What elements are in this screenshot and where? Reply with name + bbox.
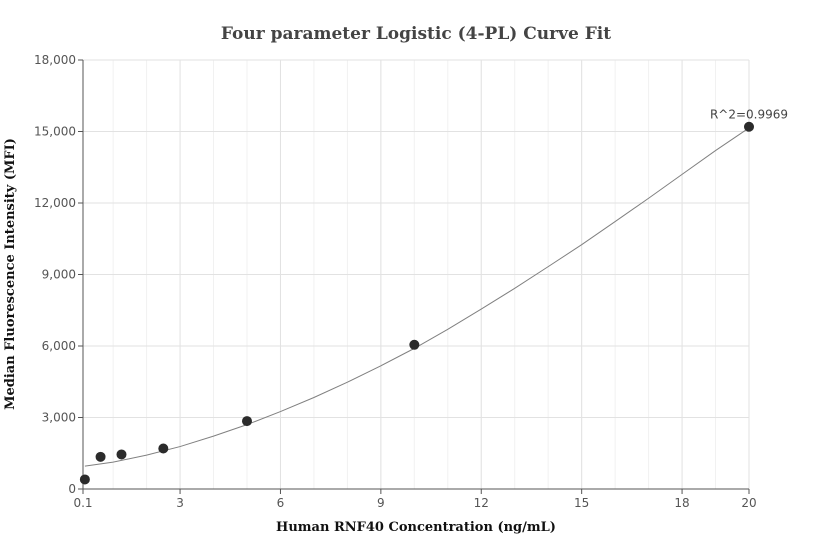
x-tick-label: 20 bbox=[741, 496, 756, 510]
axes: 0.1 3 6 9 12 15 18 20 0 3,000 6,000 9,000 12,000 15,0… bbox=[34, 53, 757, 510]
r-squared-label: R^2=0.9969 bbox=[710, 108, 788, 122]
y-tick-label: 0 bbox=[68, 482, 76, 496]
y-axis-title: Median Fluorescence Intensity (MFI) bbox=[3, 138, 18, 410]
y-tick-label: 12,000 bbox=[34, 196, 76, 210]
x-tick-label: 0.1 bbox=[73, 496, 92, 510]
x-tick-label: 12 bbox=[474, 496, 489, 510]
x-tick-label: 3 bbox=[176, 496, 184, 510]
fit-curve-layer bbox=[84, 127, 750, 467]
grid bbox=[82, 59, 750, 490]
data-point bbox=[241, 416, 252, 427]
data-point bbox=[158, 443, 169, 454]
chart-title: Four parameter Logistic (4-PL) Curve Fit bbox=[221, 24, 611, 44]
x-tick-label: 18 bbox=[674, 496, 689, 510]
x-tick-label: 15 bbox=[574, 496, 589, 510]
y-tick-label: 3,000 bbox=[42, 411, 76, 425]
x-tick-label: 6 bbox=[277, 496, 285, 510]
y-tick-label: 6,000 bbox=[42, 339, 76, 353]
data-point bbox=[116, 449, 127, 460]
fit-curve-line bbox=[84, 127, 750, 467]
data-point bbox=[409, 339, 420, 350]
y-tick-label: 15,000 bbox=[34, 125, 76, 139]
x-tick-label: 9 bbox=[377, 496, 385, 510]
data-point bbox=[744, 121, 754, 132]
y-tick-label: 18,000 bbox=[34, 53, 76, 67]
data-point bbox=[95, 451, 106, 462]
x-axis-title: Human RNF40 Concentration (ng/mL) bbox=[276, 520, 556, 535]
data-points-layer bbox=[79, 121, 754, 485]
y-tick-label: 9,000 bbox=[42, 268, 76, 282]
data-point bbox=[79, 474, 90, 485]
